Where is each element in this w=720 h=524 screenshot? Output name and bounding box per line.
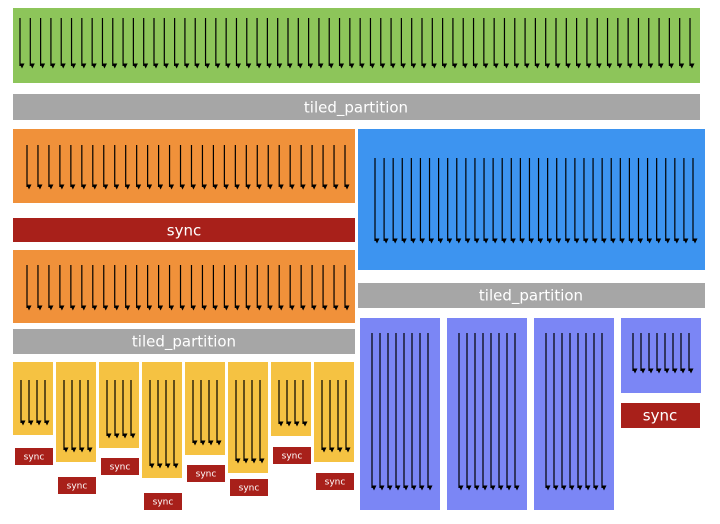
block-purple [534,318,614,510]
block-purple [621,318,701,393]
sync-label: sync [325,478,346,488]
block-yellow [13,362,53,435]
sync-label: sync [239,484,260,494]
partition-bar [13,94,700,120]
sync-label: sync [282,452,303,462]
sync-label: sync [24,453,45,463]
sync-bar [316,473,354,490]
block-orange [13,250,355,323]
block-purple [360,318,440,510]
block-yellow [185,362,225,455]
partition-label: tiled_partition [304,99,408,118]
partition-label: tiled_partition [479,287,583,306]
sync-bar [101,458,139,475]
sync-bar [144,493,182,510]
partition-bar [13,329,355,354]
block-orange [13,129,355,203]
partition-bar [358,283,705,308]
block-yellow [271,362,311,436]
sync-bar [273,447,311,464]
block-yellow [142,362,182,478]
sync-label: sync [167,222,201,240]
sync-label: sync [110,463,131,473]
block-green [13,8,700,83]
sync-bar [621,403,700,428]
sync-bar [230,479,268,496]
sync-label: sync [196,470,217,480]
block-yellow [228,362,268,473]
sync-bar [13,218,355,242]
block-purple [447,318,527,510]
block-yellow [314,362,354,462]
sync-bar [15,448,53,465]
sync-label: sync [643,407,677,425]
block-blue [358,129,705,270]
sync-label: sync [67,482,88,492]
shapes: tiled_partition sync tiled_partition til… [13,8,705,428]
sync-label: sync [153,498,174,508]
block-yellow [99,362,139,448]
block-yellow [56,362,96,462]
partition-label: tiled_partition [132,333,236,352]
sync-bar [58,477,96,494]
sync-bar [187,465,225,482]
